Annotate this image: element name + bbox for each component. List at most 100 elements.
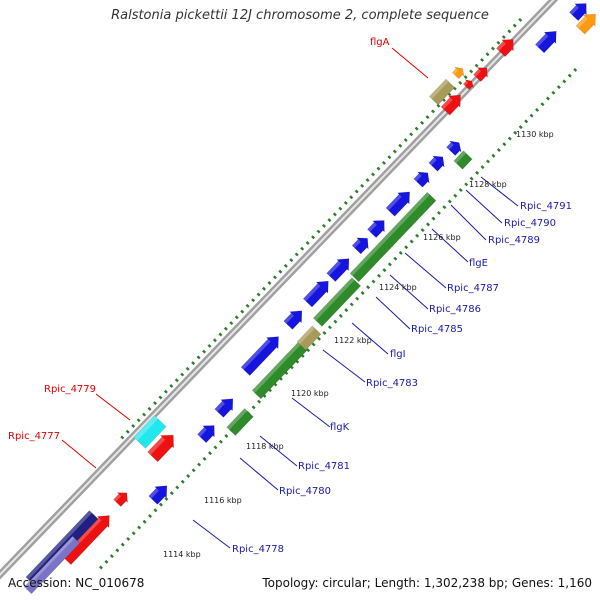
blue-gene-arrow-11-shape [240, 336, 279, 376]
scale-dot [224, 434, 229, 438]
leader-line-14 [239, 457, 279, 491]
scale-dot [142, 519, 147, 524]
green-gene-arrow-3-shape [251, 340, 309, 400]
scale-dot [169, 384, 174, 388]
scale-dot [458, 80, 463, 85]
blue-gene-arrow-3-shape [428, 155, 445, 172]
scale-dot [218, 439, 223, 444]
green-gene-arrow-0-shine [453, 150, 467, 164]
gene-features [23, 3, 596, 595]
tick-label-1120: 1120 kbp [291, 389, 329, 398]
scale-dot [382, 268, 387, 273]
scale-dot [420, 228, 425, 233]
red-gene-arrow-4-shine [113, 494, 122, 502]
scale-dot [180, 479, 185, 484]
gene-label-rpic-4780[interactable]: Rpic_4780 [279, 486, 331, 497]
red-gene-arrow-4-shape [113, 492, 128, 507]
scale-dot [109, 554, 114, 559]
purple-gene-block-shine [24, 536, 75, 589]
scale-dot [120, 435, 125, 440]
scale-dot [311, 235, 316, 240]
cyan-gene-rpic-4779-shape [133, 415, 167, 449]
khaki-gene-flgA-shine [429, 79, 449, 100]
red-gene-arrow-3-shine [463, 80, 469, 86]
gene-label-flgE[interactable]: flgE [469, 258, 488, 269]
orange-gene-arrow-top-shine [452, 68, 459, 75]
leader-line-6 [431, 228, 469, 263]
scale-dot [480, 165, 485, 170]
green-gene-arrow-1 [349, 191, 437, 283]
gene-label-rpic-4777[interactable]: Rpic_4777 [8, 431, 60, 442]
scale-dot [327, 325, 332, 330]
scale-dot [289, 258, 294, 263]
scale-dot [153, 508, 158, 513]
topology-summary-text: Topology: circular; Length: 1,302,238 bp… [262, 576, 592, 590]
scale-dot [294, 252, 299, 257]
scale-dot [349, 302, 354, 307]
orange-gene-arrow-corner [575, 13, 596, 35]
scale-dot [169, 491, 174, 496]
scale-dot [398, 250, 403, 255]
red-gene-rpic-4779 [147, 434, 174, 463]
green-gene-arrow-0-shape [453, 150, 473, 170]
gene-label-rpic-4791[interactable]: Rpic_4791 [520, 201, 572, 212]
cyan-gene-rpic-4779-shine [133, 415, 159, 441]
red-gene-arrow-2-shape [440, 94, 461, 116]
green-gene-arrow-3 [251, 340, 309, 400]
scale-dot [148, 514, 153, 519]
gene-label-rpic-4786[interactable]: Rpic_4786 [429, 304, 481, 315]
blue-gene-arrow-6-shine [367, 222, 377, 232]
leader-line-9 [375, 296, 411, 330]
scale-dot [174, 378, 179, 383]
backbone-line-inner [0, 0, 555, 577]
scale-dot [463, 75, 468, 80]
scale-dot [524, 119, 529, 124]
scale-dot [376, 273, 381, 278]
scale-dot [316, 229, 321, 234]
scale-dot [332, 212, 337, 217]
khaki-gene-flgA [428, 78, 456, 106]
gene-label-rpic-4783[interactable]: Rpic_4783 [366, 378, 418, 389]
blue-gene-arrow-6 [367, 220, 385, 239]
leader-line-2 [61, 439, 97, 469]
gene-label-flgA[interactable]: flgA [370, 37, 390, 48]
scale-dot [322, 331, 327, 336]
gene-label-flgI[interactable]: flgI [390, 349, 406, 360]
scale-dot [283, 263, 288, 268]
blue-gene-arrow-0-shape [569, 3, 587, 22]
scale-dot [137, 525, 142, 530]
scale-dot [381, 160, 386, 165]
scale-dot [436, 103, 441, 108]
gene-label-rpic-4785[interactable]: Rpic_4785 [411, 324, 463, 335]
blue-gene-arrow-4-shape [413, 171, 430, 188]
scale-dot [453, 193, 458, 198]
scale-dot [311, 342, 316, 347]
scale-dot [98, 565, 103, 570]
scale-dot [490, 46, 495, 51]
scale-dot [163, 389, 168, 394]
scale-dot [321, 223, 326, 228]
scale-dot [387, 155, 392, 160]
gene-label-rpic-4778[interactable]: Rpic_4778 [232, 544, 284, 555]
blue-gene-arrow-10-shine [283, 313, 294, 324]
leader-line-7 [404, 252, 447, 289]
gene-label-rpic-4781[interactable]: Rpic_4781 [298, 461, 350, 472]
green-gene-arrow-1-shape [349, 191, 437, 283]
red-gene-arrow-2 [440, 94, 461, 116]
leader-line-15 [192, 519, 231, 549]
green-gene-arrow-2 [312, 277, 362, 327]
tick-label-1126: 1126 kbp [423, 233, 461, 242]
khaki-gene-segment-shape [296, 325, 322, 351]
gene-label-rpic-4789[interactable]: Rpic_4789 [488, 235, 540, 246]
red-gene-arrow-2-shine [441, 97, 453, 110]
blue-gene-arrow-7 [351, 237, 369, 255]
blue-gene-arrow-10 [283, 310, 303, 330]
gene-label-rpic-4779[interactable]: Rpic_4779 [44, 384, 96, 395]
gene-label-flgK[interactable]: flgK [330, 422, 350, 433]
scale-dot [447, 199, 452, 204]
gene-label-rpic-4790[interactable]: Rpic_4790 [504, 218, 556, 229]
scale-dot [518, 125, 523, 130]
gene-label-rpic-4787[interactable]: Rpic_4787 [447, 283, 499, 294]
scale-dot [343, 200, 348, 205]
